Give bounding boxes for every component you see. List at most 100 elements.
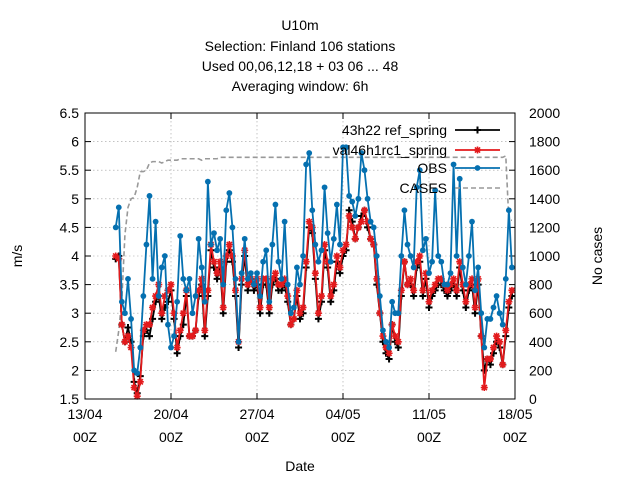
legend-label: OBS: [417, 160, 447, 176]
data-point: [474, 126, 481, 134]
data-point: [208, 241, 214, 248]
data-point: [450, 161, 457, 168]
data-point: [214, 247, 220, 254]
data-point: [228, 252, 236, 260]
data-point: [269, 241, 276, 248]
data-point: [370, 224, 377, 231]
data-point: [220, 281, 227, 288]
data-point: [490, 344, 497, 352]
y-tick-label: 4: [71, 248, 79, 264]
data-point: [431, 281, 439, 289]
data-point: [149, 275, 156, 282]
data-point: [256, 303, 264, 311]
y-tick-label: 3.5: [60, 277, 80, 293]
data-point: [210, 258, 218, 266]
chart-title-line-4: Averaging window: 6h: [232, 78, 369, 94]
data-point: [407, 275, 415, 283]
data-point: [413, 258, 421, 266]
data-point: [450, 275, 458, 283]
data-point: [195, 235, 202, 242]
data-point: [192, 293, 199, 299]
data-point: [416, 252, 424, 260]
data-point: [297, 281, 303, 288]
y-tick-label: 3: [71, 305, 79, 321]
data-point: [226, 190, 233, 196]
data-point: [195, 286, 203, 294]
data-point: [426, 270, 432, 277]
data-point: [189, 310, 196, 317]
y2-tick-label: 0: [529, 391, 537, 407]
data-point: [118, 298, 125, 305]
x-tick-label: 04/05: [325, 406, 360, 422]
plot-area: [112, 144, 516, 400]
data-point: [152, 292, 160, 300]
data-point: [232, 275, 239, 282]
data-point: [379, 332, 387, 340]
data-point: [337, 241, 343, 248]
data-point: [358, 150, 365, 156]
data-point: [244, 275, 251, 282]
data-point: [351, 235, 359, 243]
data-point: [222, 252, 230, 260]
x-tick-label: 20/04: [153, 406, 188, 422]
data-point: [164, 298, 172, 306]
data-point: [284, 292, 292, 300]
data-point: [502, 275, 509, 282]
data-point: [213, 269, 221, 277]
data-point: [342, 241, 350, 249]
data-point: [499, 361, 507, 369]
data-point: [416, 167, 423, 174]
data-point: [493, 332, 501, 340]
data-point: [122, 310, 128, 317]
data-point: [401, 207, 408, 214]
data-point: [404, 241, 411, 248]
y2-tick-label: 600: [529, 305, 553, 321]
data-point: [223, 207, 230, 214]
data-point: [505, 298, 513, 306]
data-point: [303, 161, 310, 168]
data-point: [407, 253, 414, 259]
data-point: [474, 165, 481, 171]
data-point: [349, 198, 356, 205]
y2-tick-label: 1200: [529, 219, 560, 235]
data-point: [348, 223, 356, 231]
data-point: [404, 281, 411, 289]
y2-axis-label: No cases: [589, 227, 605, 285]
data-point: [373, 253, 380, 259]
data-point: [125, 275, 131, 282]
series-val46h1rc1-spring: [112, 206, 516, 400]
data-point: [364, 195, 371, 202]
chart-title-line-1: U10m: [281, 17, 318, 33]
y-tick-label: 2.5: [60, 334, 80, 350]
data-point: [336, 263, 344, 271]
data-point: [361, 206, 368, 214]
data-point: [247, 270, 254, 277]
data-point: [478, 310, 485, 317]
data-point: [321, 241, 329, 249]
data-point: [380, 327, 386, 334]
data-point: [318, 247, 325, 254]
x-tick-label: 18/05: [497, 406, 532, 422]
data-point: [423, 235, 429, 242]
y-tick-label: 1.5: [60, 391, 80, 407]
x-tick-label: 27/04: [239, 406, 274, 422]
data-point: [266, 298, 273, 305]
data-point: [201, 298, 208, 305]
data-point: [429, 258, 435, 265]
data-point: [281, 275, 289, 283]
data-point: [211, 230, 217, 237]
data-point: [333, 201, 340, 208]
data-point: [272, 201, 279, 208]
data-point: [146, 193, 153, 199]
data-point: [505, 207, 512, 214]
data-point: [413, 184, 420, 191]
data-point: [339, 246, 347, 254]
data-point: [284, 281, 291, 288]
data-point: [293, 286, 301, 294]
y2-tick-label: 800: [529, 277, 553, 293]
data-point: [453, 286, 461, 294]
data-point: [397, 286, 405, 294]
y2-tick-label: 2000: [529, 105, 560, 121]
legend: 43h22 ref_spring val46h1rc1_spring OBS CASE…: [333, 122, 500, 196]
data-point: [321, 184, 328, 191]
